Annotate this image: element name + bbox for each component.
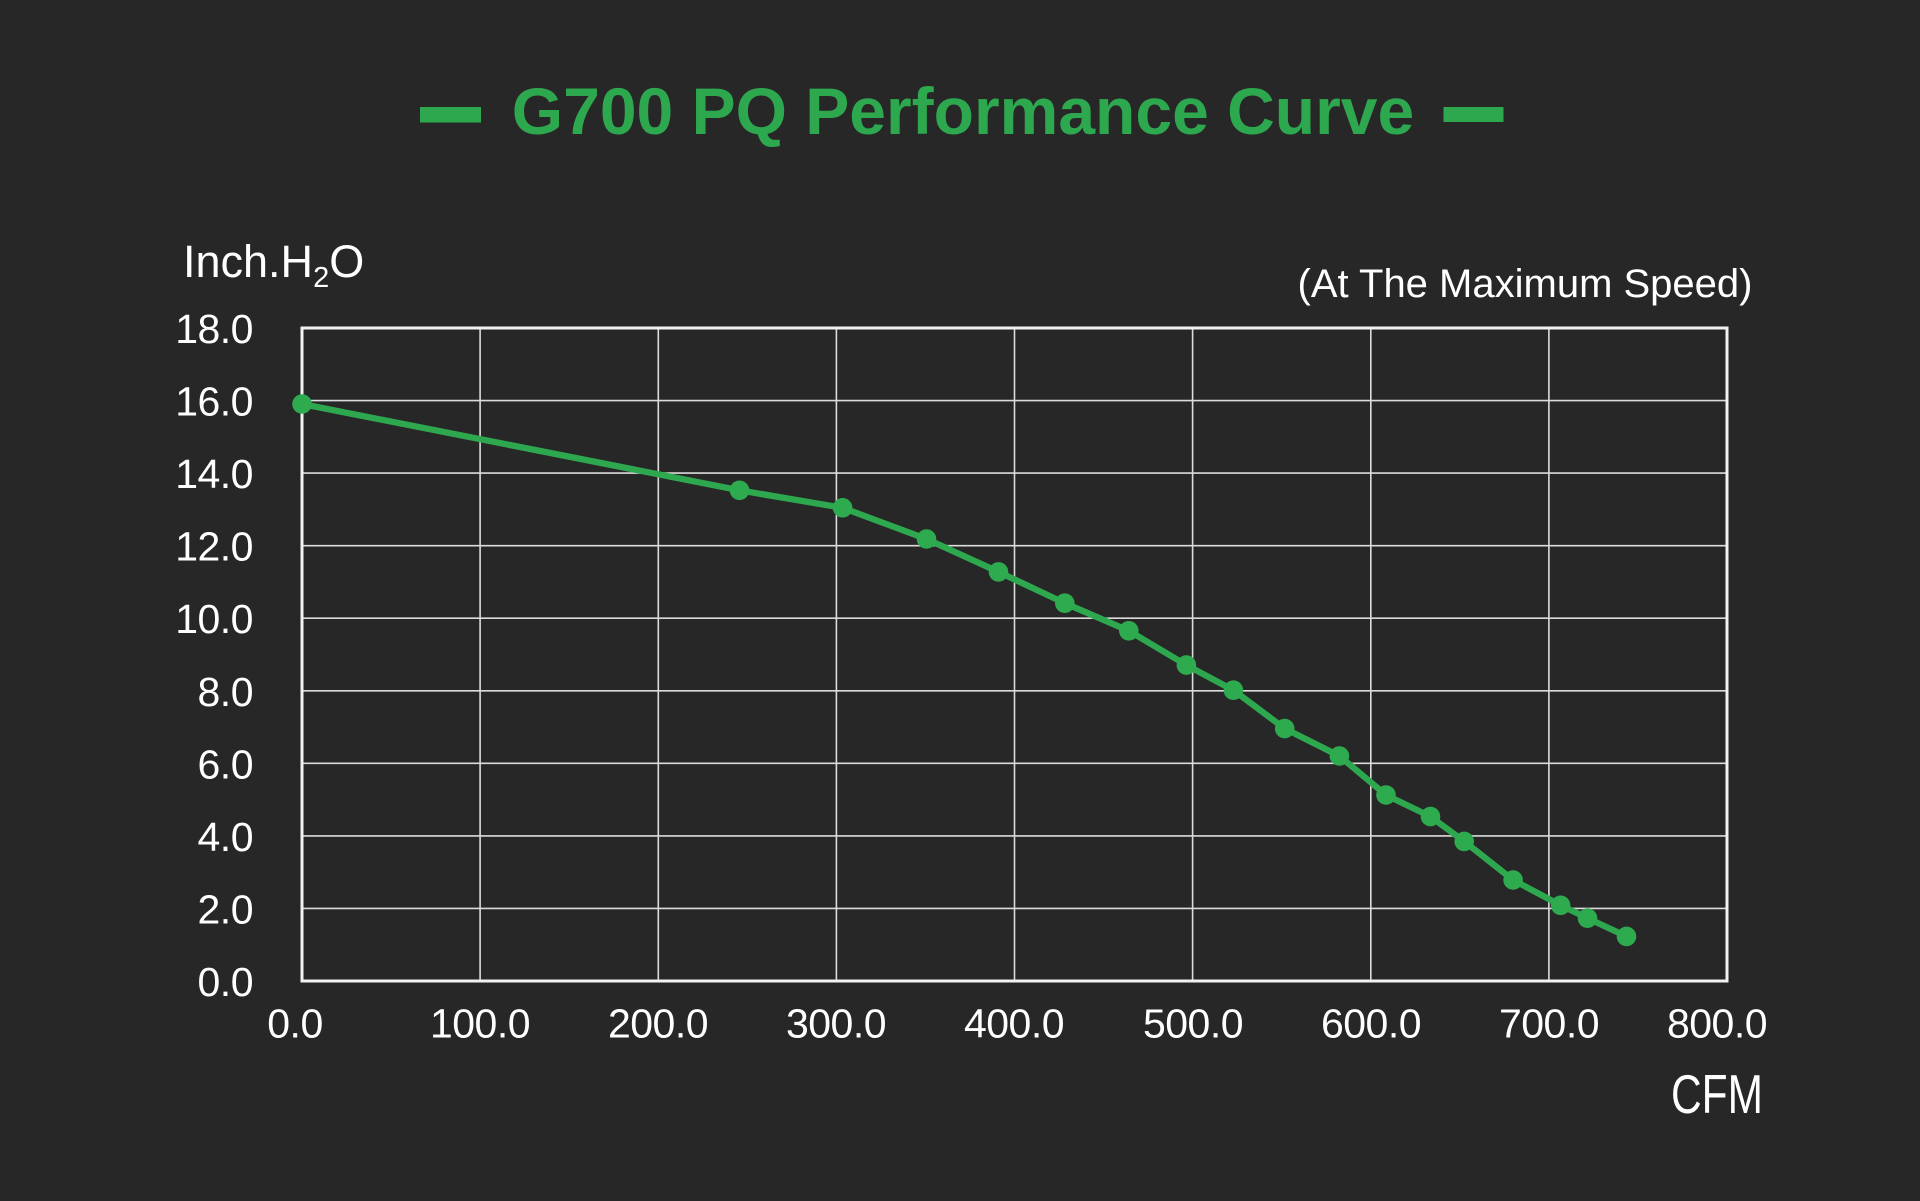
svg-text:0.0: 0.0 [198,959,254,1005]
svg-text:600.0: 600.0 [1321,1001,1421,1047]
svg-text:700.0: 700.0 [1499,1001,1599,1047]
svg-text:CFM: CFM [1671,1063,1763,1125]
svg-text:8.0: 8.0 [198,669,254,715]
svg-text:Inch.H2O: Inch.H2O [183,236,364,294]
svg-text:6.0: 6.0 [198,741,254,787]
svg-text:G700 PQ Performance Curve: G700 PQ Performance Curve [512,74,1414,148]
svg-text:18.0: 18.0 [175,306,253,352]
svg-text:10.0: 10.0 [175,596,253,642]
svg-text:800.0: 800.0 [1667,1001,1767,1047]
svg-text:(At The Maximum Speed): (At The Maximum Speed) [1298,262,1753,306]
svg-text:4.0: 4.0 [198,814,254,860]
svg-text:2.0: 2.0 [198,886,254,932]
svg-text:200.0: 200.0 [608,1001,708,1047]
svg-text:0.0: 0.0 [267,1001,323,1047]
svg-text:12.0: 12.0 [175,524,253,570]
svg-text:100.0: 100.0 [430,1001,530,1047]
svg-text:300.0: 300.0 [786,1001,886,1047]
svg-text:16.0: 16.0 [175,379,253,425]
svg-text:400.0: 400.0 [964,1001,1064,1047]
svg-text:14.0: 14.0 [175,451,253,497]
svg-text:500.0: 500.0 [1143,1001,1243,1047]
